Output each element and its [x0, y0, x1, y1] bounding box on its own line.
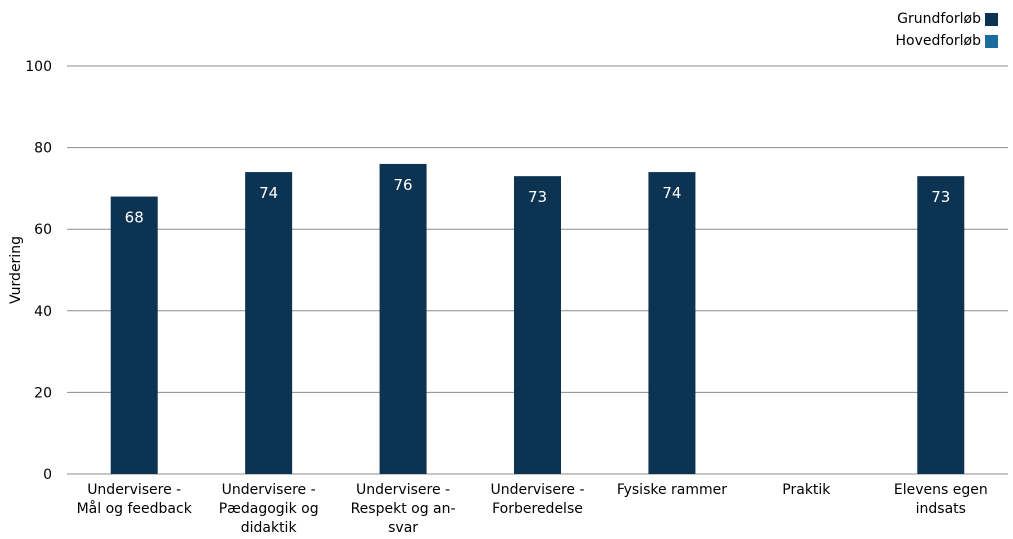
x-tick-label-line: Praktik [782, 482, 831, 498]
y-axis-label: Vurdering [8, 236, 24, 304]
x-tick-label: Undervisere - Respekt og an-svar [351, 482, 456, 536]
data-label: 76 [394, 176, 413, 194]
bar [110, 196, 158, 474]
x-tick-label: Undervisere - Pædagogik og didaktik [219, 482, 319, 536]
x-tick-label-line: Undervisere - [222, 482, 316, 498]
x-tick-labels: Undervisere -Mål og feedbackUndervisere … [77, 482, 988, 536]
bar [917, 176, 965, 474]
y-tick-labels: 0 20 40 60 80 100 [25, 59, 52, 483]
bar [379, 163, 427, 475]
bar [648, 172, 696, 474]
x-tick-label-line: Undervisere - [490, 482, 584, 498]
legend-label: Grundforløb [897, 11, 981, 27]
x-tick-label-line: Undervisere - [87, 482, 181, 498]
y-tick-label: 80 [34, 141, 52, 157]
x-tick-label-line: Respekt og an- [351, 501, 456, 517]
x-tick-label-line: svar [388, 520, 418, 536]
legend: Grundforløb Hovedforløb [896, 8, 998, 52]
y-tick-label: 60 [34, 222, 52, 238]
y-tick-label: 100 [25, 59, 52, 75]
bar [514, 176, 561, 474]
x-tick-label-line: Forberedelse [492, 501, 583, 517]
data-label: 74 [662, 184, 681, 202]
x-tick-label-line: Fysiske rammer [617, 482, 727, 498]
legend-item-hovedforlob: Hovedforløb [896, 30, 998, 52]
x-tick-label-line: indsats [916, 501, 966, 517]
legend-label: Hovedforløb [895, 33, 981, 49]
x-tick-label-line: Pædagogik og [219, 501, 319, 517]
data-label: 73 [528, 188, 547, 206]
x-tick-label-line: Undervisere - [356, 482, 450, 498]
bars: 68 74 76 73 74 73 [110, 163, 965, 475]
y-tick-label: 0 [43, 467, 52, 483]
x-tick-label: Praktik [782, 482, 831, 498]
data-label: 74 [259, 184, 278, 202]
legend-swatch [985, 12, 998, 26]
bar [245, 172, 293, 474]
x-tick-label: Elevens egen indsats [894, 482, 988, 517]
data-label: 73 [931, 188, 950, 206]
data-label: 68 [125, 209, 144, 227]
x-tick-label: Fysiske rammer [617, 482, 727, 498]
x-tick-label: Undervisere - Mål og feedback [77, 482, 193, 517]
y-tick-label: 40 [34, 304, 52, 320]
legend-swatch [985, 34, 998, 48]
x-tick-label-line: didaktik [241, 520, 298, 536]
x-tick-label-line: Mål og feedback [77, 500, 193, 517]
x-tick-label-line: Elevens egen [894, 482, 988, 498]
legend-item-grundforlob: Grundforløb [896, 8, 998, 30]
y-tick-label: 20 [34, 385, 52, 401]
x-tick-label: Undervisere - Forberedelse [490, 482, 584, 517]
